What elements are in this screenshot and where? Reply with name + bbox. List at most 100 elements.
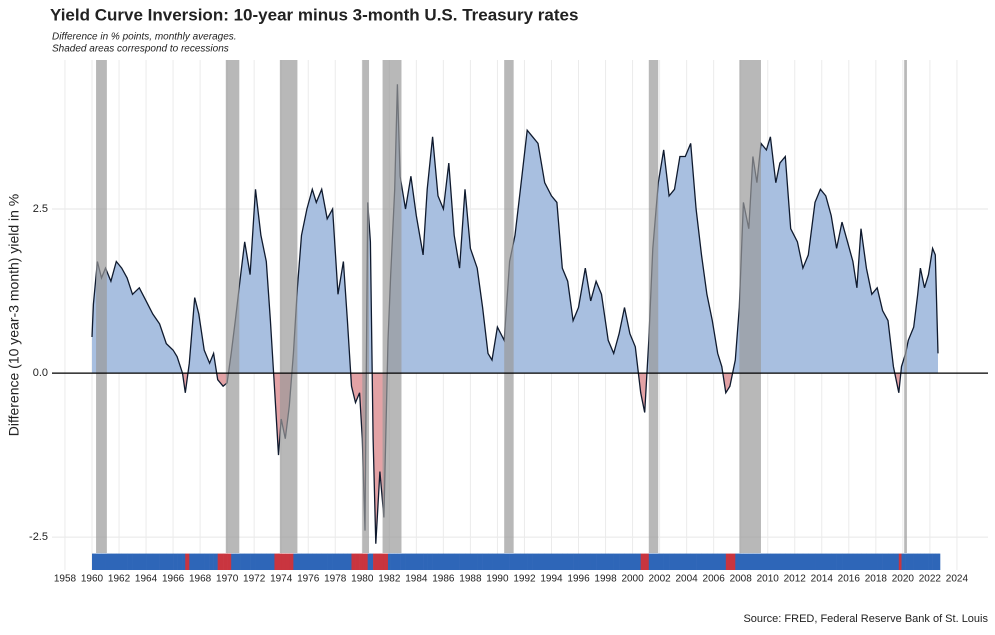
sign-strip (306, 553, 313, 570)
x-tick-label: 1960 (81, 574, 104, 585)
sign-strip (877, 553, 883, 570)
sign-strip (213, 553, 218, 570)
y-tick-label: -2.5 (29, 531, 48, 543)
sign-strip (935, 553, 939, 570)
sign-strip (608, 553, 614, 570)
sign-strip (866, 553, 873, 570)
x-tick-label: 2016 (838, 574, 861, 585)
sign-strip (578, 553, 586, 570)
sign-strip (289, 553, 294, 570)
x-tick-label: 1982 (378, 574, 401, 585)
sign-strip (470, 553, 478, 570)
sign-strip (297, 553, 302, 570)
sign-strip (937, 553, 941, 570)
y-tick-label: 2.5 (33, 203, 48, 215)
sign-strip (343, 553, 348, 570)
sign-strip (520, 553, 528, 570)
sign-strip (285, 553, 290, 570)
x-tick-label: 2024 (946, 574, 969, 585)
y-axis-title: Difference (10 year-3 month) yield in % (6, 194, 22, 437)
sign-strip (629, 553, 636, 570)
x-tick-label: 2014 (811, 574, 834, 585)
sign-strip (706, 553, 713, 570)
sign-strip (198, 553, 205, 570)
sign-strip (836, 553, 843, 570)
sign-strip (410, 553, 417, 570)
sign-strip (316, 553, 323, 570)
x-tick-label: 1992 (513, 574, 536, 585)
subtitle: Difference in % points, monthly averages… (52, 32, 237, 43)
sign-strip (739, 553, 744, 570)
source-note: Source: FRED, Federal Reserve Bank of St… (743, 613, 988, 625)
x-tick-label: 2004 (676, 574, 699, 585)
sign-strip (775, 553, 781, 570)
sign-strip (235, 553, 241, 570)
sign-strip (367, 553, 371, 570)
recession-band (739, 60, 761, 553)
subtitle: Shaded areas correspond to recessions (52, 44, 229, 55)
sign-strip (790, 553, 798, 570)
sign-strip (658, 553, 664, 570)
sign-strip (766, 553, 771, 570)
sign-strip (712, 553, 719, 570)
sign-strip (332, 553, 339, 570)
sign-strip (770, 553, 777, 570)
sign-strip (437, 553, 444, 570)
sign-strip (504, 553, 510, 570)
sign-strip (735, 553, 740, 570)
sign-strip (635, 553, 641, 570)
sign-strip (250, 553, 256, 570)
x-tick-label: 1970 (216, 574, 239, 585)
x-tick-label: 1958 (54, 574, 77, 585)
sign-strip (227, 553, 232, 570)
sign-strip (390, 553, 396, 570)
sign-strip (590, 553, 597, 570)
sign-strip (321, 553, 328, 570)
sign-strip (394, 553, 398, 570)
x-tick-label: 1998 (594, 574, 617, 585)
sign-strip (359, 553, 363, 570)
sign-strip (132, 553, 140, 570)
sign-strip (860, 553, 867, 570)
sign-strip (240, 553, 246, 570)
positive-area (92, 84, 938, 374)
sign-strip (624, 553, 631, 570)
sign-strip (373, 553, 377, 570)
sign-strip (815, 553, 821, 570)
sign-strip (701, 553, 708, 570)
sign-strip (509, 553, 516, 570)
sign-strip (97, 553, 102, 570)
sign-strip (270, 553, 275, 570)
sign-strip (756, 553, 762, 570)
sign-strip (423, 553, 428, 570)
x-tick-label: 1990 (486, 574, 509, 585)
sign-strip (717, 553, 723, 570)
sign-strip (405, 553, 412, 570)
x-tick-label: 2018 (865, 574, 888, 585)
sign-strip (917, 553, 921, 570)
sign-strip (364, 553, 368, 570)
x-tick-label: 1984 (405, 574, 428, 585)
sign-strip (362, 553, 366, 570)
x-tick-label: 1966 (162, 574, 185, 585)
recession-band (904, 60, 907, 553)
sign-strip (105, 553, 112, 570)
x-tick-label: 2008 (730, 574, 753, 585)
y-tick-label: 0.0 (33, 367, 48, 379)
sign-strip (110, 553, 117, 570)
sign-strip (274, 553, 279, 570)
sign-strip (375, 553, 381, 570)
sign-strip (266, 553, 271, 570)
x-tick-label: 2022 (919, 574, 942, 585)
sign-strip (663, 553, 670, 570)
sign-strip (121, 553, 128, 570)
sign-strip (532, 553, 539, 570)
sign-strip (908, 553, 914, 570)
sign-strip (847, 553, 854, 570)
sign-strip (355, 553, 360, 570)
sign-strip (281, 553, 286, 570)
recession-band (225, 60, 240, 553)
sign-strip (674, 553, 681, 570)
sign-strip (448, 553, 455, 570)
sign-strip (887, 553, 894, 570)
